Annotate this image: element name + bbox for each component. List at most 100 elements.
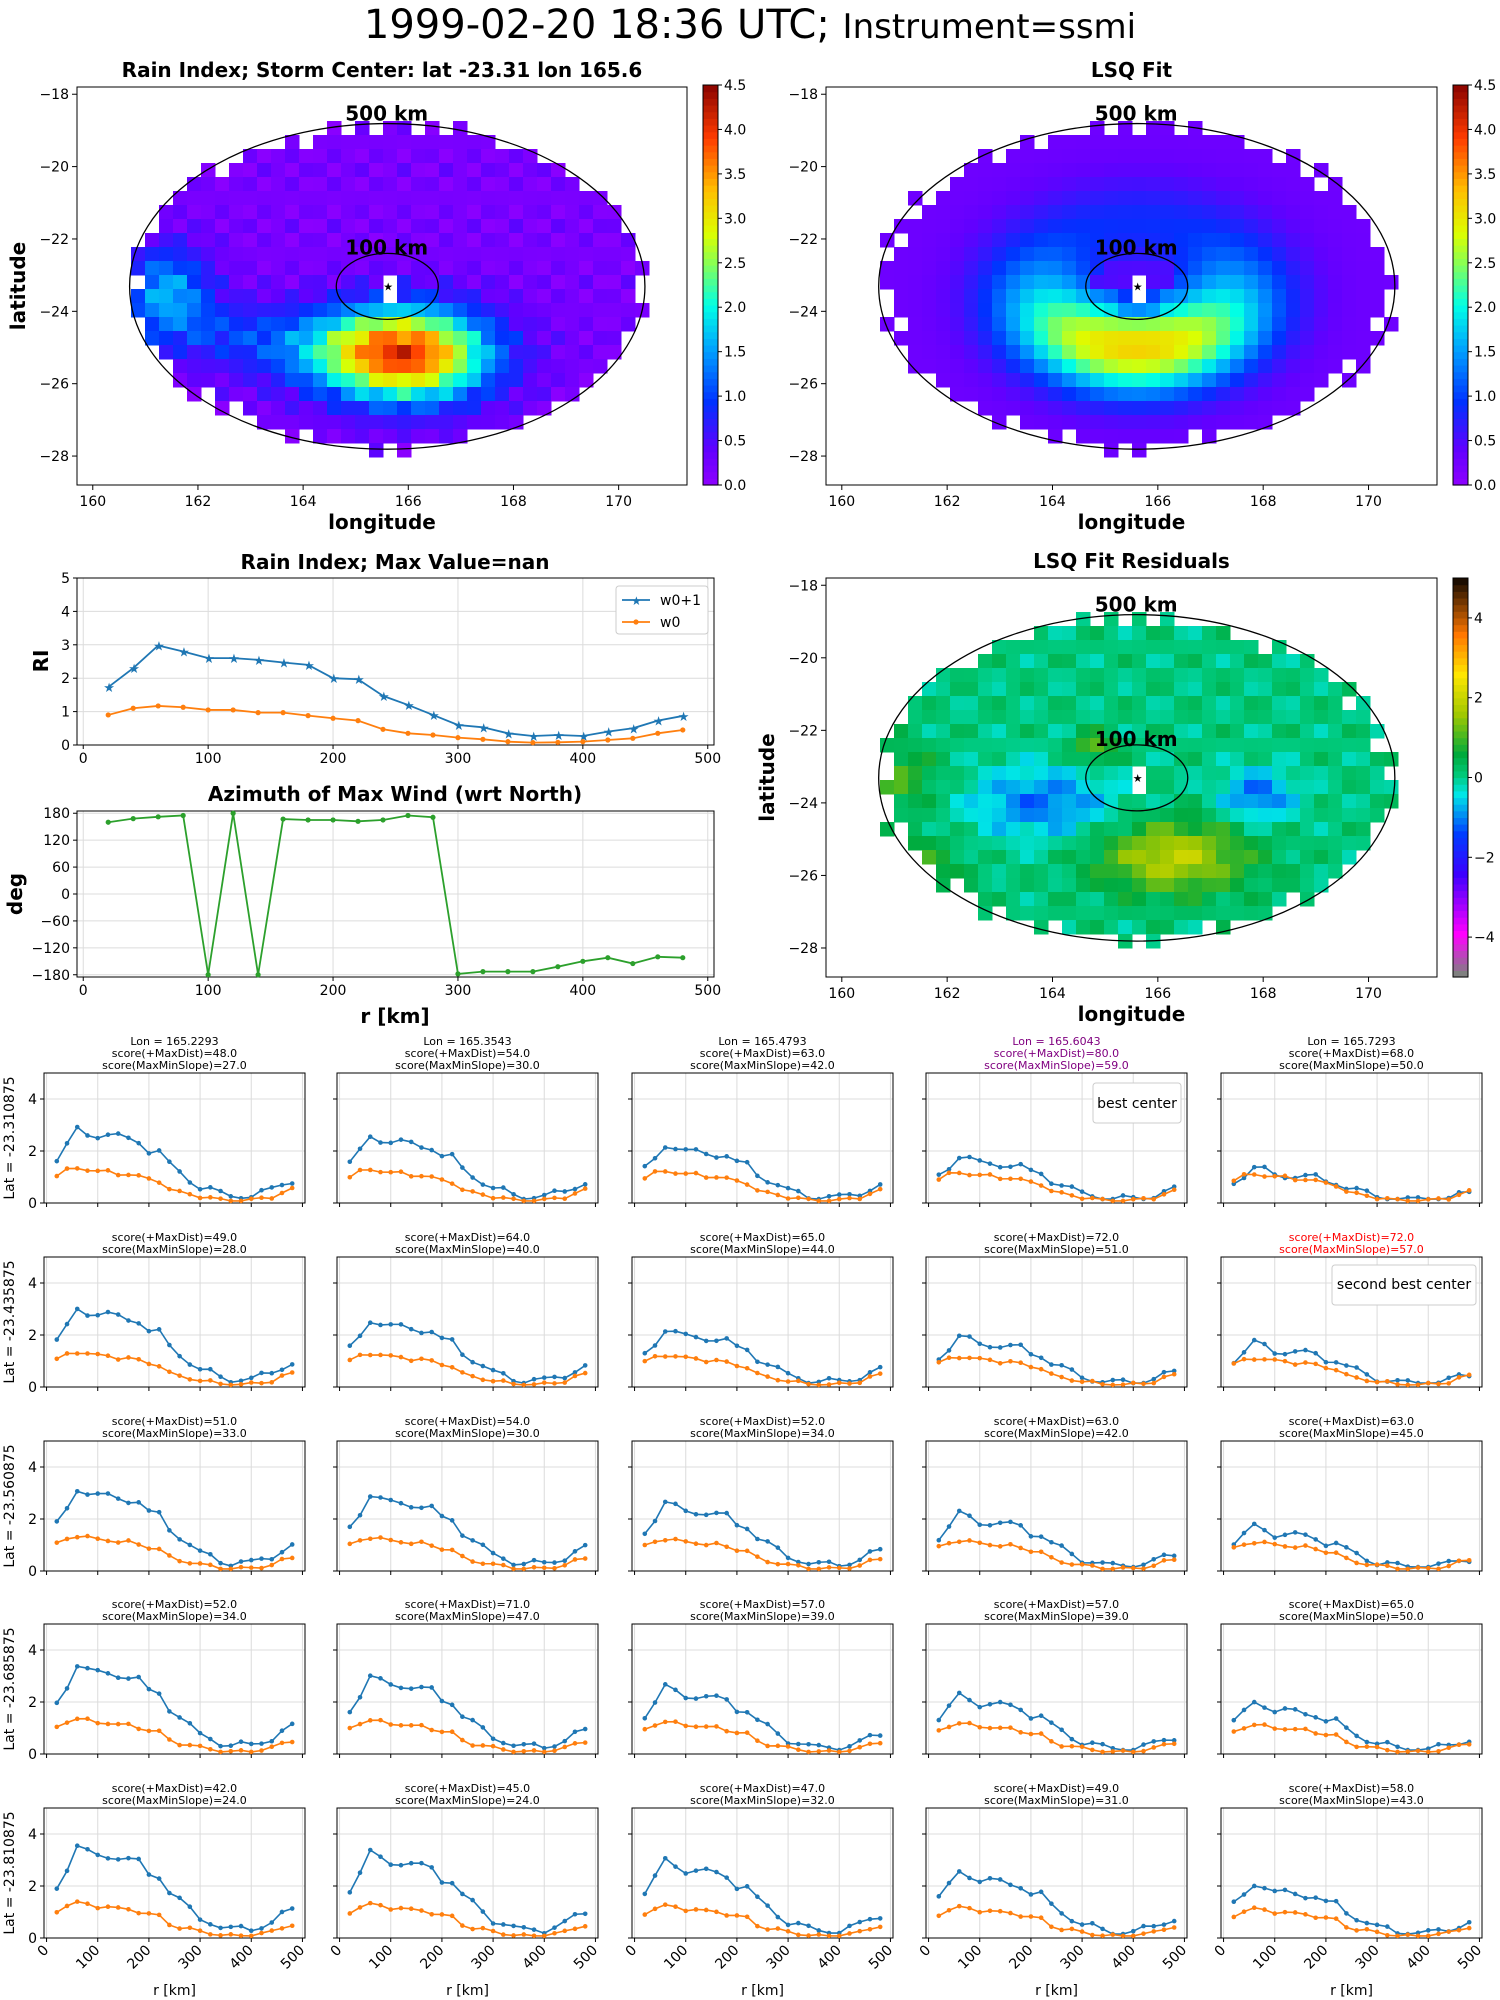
map-cell [1216, 892, 1231, 907]
data-point [388, 1907, 394, 1912]
map-cell [509, 345, 524, 360]
series-line [56, 1307, 293, 1384]
map-cell [411, 373, 426, 388]
map-cell [1118, 864, 1133, 879]
data-point [1141, 1923, 1146, 1929]
data-point [289, 1542, 295, 1547]
data-point [1161, 1741, 1167, 1747]
map-cell [495, 233, 510, 248]
map-cell [467, 387, 482, 402]
data-point [1436, 1931, 1441, 1937]
data-point [867, 1549, 873, 1554]
colorbar-cell [1453, 351, 1468, 359]
data-point [455, 971, 461, 977]
data-point [1251, 1164, 1257, 1170]
map-cell [1034, 373, 1049, 388]
data-point [775, 1364, 781, 1370]
map-cell [285, 415, 300, 430]
data-point [347, 1890, 353, 1895]
map-cell [271, 163, 286, 178]
map-cell [383, 317, 398, 332]
map-cell [1272, 303, 1287, 318]
data-point: ★ [278, 657, 290, 672]
map-cell [1356, 275, 1371, 290]
colorbar-cell [1453, 591, 1468, 599]
colorbar-cell [1453, 863, 1468, 872]
colorbar-cell [703, 165, 718, 173]
map-cell [1146, 808, 1161, 823]
colorbar-cell [703, 158, 718, 166]
data-point [1241, 1726, 1247, 1731]
map-cell [327, 191, 342, 206]
map-cell [1118, 724, 1133, 739]
map-cell [481, 149, 496, 164]
map-cell [1020, 205, 1035, 220]
data-point [230, 810, 236, 816]
data-point [95, 1536, 101, 1541]
map-cell [1076, 191, 1091, 206]
data-point [734, 1730, 740, 1736]
data-point [703, 1866, 709, 1872]
map-cell [383, 415, 398, 430]
colorbar-cell [1453, 770, 1468, 779]
map-cell [1146, 303, 1161, 318]
map-cell [467, 331, 482, 346]
map-cell [1230, 766, 1245, 781]
map-cell [537, 317, 552, 332]
map-cell [1090, 289, 1105, 304]
x-tick-label: 0 [328, 1942, 346, 1960]
data-point [449, 1364, 455, 1370]
map-cell [1034, 401, 1049, 416]
axes-frame [1220, 1072, 1483, 1204]
data-point [806, 1933, 811, 1938]
map-cell [1146, 429, 1161, 444]
data-point [1272, 1541, 1278, 1547]
data-point [146, 1728, 152, 1734]
map-cell [257, 275, 272, 290]
map-cell [425, 429, 440, 444]
map-cell [992, 696, 1007, 711]
data-point [693, 1724, 699, 1730]
map-cell [894, 808, 909, 823]
map-cell [1118, 233, 1133, 248]
data-point [1018, 1523, 1023, 1528]
map-cell [579, 373, 594, 388]
map-cell [978, 808, 993, 823]
map-cell [1258, 163, 1273, 178]
data-point [847, 1748, 852, 1754]
map-cell [1062, 640, 1077, 655]
map-cell [1272, 766, 1287, 781]
data-point [552, 1748, 557, 1754]
map-cell [1342, 331, 1357, 346]
x-tick-label: 100 [1250, 1942, 1280, 1972]
map-cell [1328, 696, 1343, 711]
data-point [987, 1908, 993, 1914]
map-cell [1048, 626, 1063, 641]
map-cell [1286, 878, 1301, 893]
colorbar-cell [1453, 138, 1468, 146]
colorbar-tick-label: 4 [1474, 611, 1483, 627]
x-tick-label: 300 [764, 1942, 794, 1972]
map-cell [894, 794, 909, 809]
map-cell [341, 261, 356, 276]
y-tick-label: 4 [61, 604, 70, 620]
x-tick-label: 200 [417, 1942, 447, 1972]
map-cell [285, 401, 300, 416]
data-point [1313, 1177, 1318, 1183]
data-point [1395, 1560, 1400, 1566]
map-cell [565, 247, 580, 262]
data-point [1059, 1543, 1064, 1548]
map-cell [341, 317, 356, 332]
map-cell [1286, 752, 1301, 767]
data-point [775, 1731, 781, 1736]
data-point [755, 1536, 760, 1542]
map-cell [1006, 906, 1021, 921]
map-cell [1132, 429, 1147, 444]
data-point [744, 1914, 750, 1920]
map-cell [1244, 780, 1259, 795]
data-point [847, 1566, 852, 1571]
data-point [755, 1188, 760, 1193]
map-cell [1286, 191, 1301, 206]
map-cell [355, 261, 370, 276]
map-cell [1090, 317, 1105, 332]
